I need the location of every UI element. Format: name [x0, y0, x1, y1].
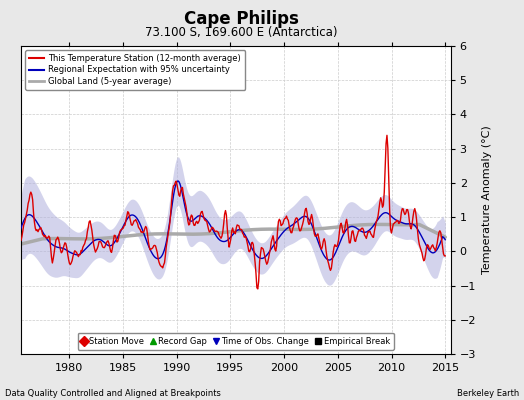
Text: Berkeley Earth: Berkeley Earth	[456, 389, 519, 398]
Legend: Station Move, Record Gap, Time of Obs. Change, Empirical Break: Station Move, Record Gap, Time of Obs. C…	[78, 332, 394, 350]
Y-axis label: Temperature Anomaly (°C): Temperature Anomaly (°C)	[482, 126, 492, 274]
Text: 73.100 S, 169.600 E (Antarctica): 73.100 S, 169.600 E (Antarctica)	[145, 26, 337, 39]
Text: Cape Philips: Cape Philips	[183, 10, 299, 28]
Text: Data Quality Controlled and Aligned at Breakpoints: Data Quality Controlled and Aligned at B…	[5, 389, 221, 398]
